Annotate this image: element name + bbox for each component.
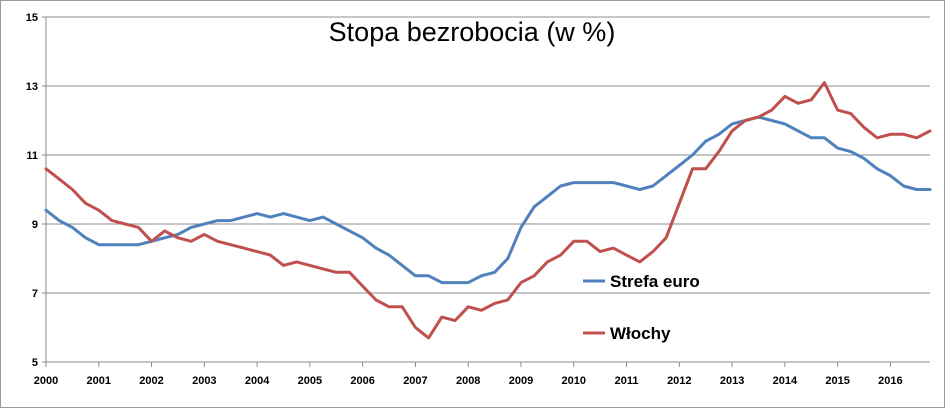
x-tick-label: 2001 (87, 375, 111, 387)
legend: Strefa euro Włochy (583, 272, 700, 343)
axes (45, 17, 930, 363)
x-tick-label: 2016 (878, 375, 902, 387)
x-tick-label: 2004 (245, 375, 270, 387)
series-line-strefa-euro (44, 115, 932, 285)
x-tick-label: 2003 (192, 375, 216, 387)
x-tick-label: 2006 (350, 375, 374, 387)
x-tick-label: 2015 (825, 375, 849, 387)
chart-title: Stopa bezrobocia (w %) (329, 17, 616, 47)
legend-item-wlochy: Włochy (583, 324, 671, 343)
x-tick-label: 2011 (615, 375, 639, 387)
legend-item-strefa-euro: Strefa euro (583, 272, 700, 291)
x-tick-label: 2000 (34, 375, 58, 387)
x-tick-label: 2013 (720, 375, 744, 387)
x-tick-label: 2010 (562, 375, 586, 387)
legend-label-strefa-euro: Strefa euro (610, 272, 700, 291)
y-tick-label: 9 (32, 219, 38, 231)
x-tick-label: 2012 (667, 375, 691, 387)
tick-labels: 5 7 9 11 13 15 2000 2001 2002 2003 2004 2005 2006 200… (26, 12, 903, 387)
y-tick-label: 5 (32, 357, 38, 369)
x-tick-label: 2014 (773, 375, 798, 387)
x-tick-label: 2002 (139, 375, 163, 387)
x-tick-label: 2008 (456, 375, 480, 387)
y-tick-label: 7 (32, 288, 38, 300)
x-tick-label: 2007 (403, 375, 427, 387)
gridlines (46, 16, 930, 294)
x-tick-label: 2005 (298, 375, 322, 387)
y-tick-label: 15 (26, 12, 38, 24)
y-tick-label: 13 (26, 81, 38, 93)
y-tick-label: 11 (26, 150, 38, 162)
series-lines (44, 81, 932, 340)
x-tick-label: 2009 (509, 375, 533, 387)
series-line-wlochy (44, 81, 932, 340)
legend-label-wlochy: Włochy (610, 324, 671, 343)
